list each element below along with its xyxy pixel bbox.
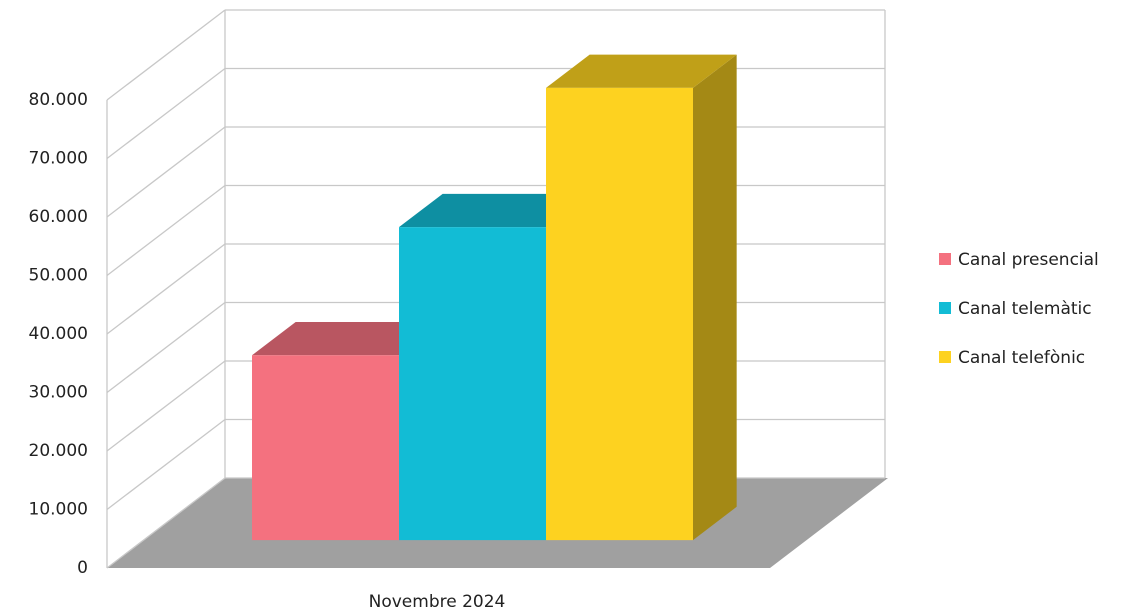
grid-line — [106, 67, 226, 160]
bar-top — [252, 321, 443, 356]
grid-line — [106, 418, 226, 511]
y-tick-label: 70.000 — [29, 149, 88, 169]
grid-line — [106, 301, 226, 394]
bar — [399, 227, 546, 541]
bar — [252, 355, 399, 541]
grid-line — [106, 477, 226, 569]
grid-line — [106, 243, 226, 335]
bar-side — [693, 54, 737, 541]
legend-swatch — [939, 302, 951, 314]
legend-label: Canal telemàtic — [958, 299, 1092, 319]
y-tick-label: 50.000 — [29, 266, 88, 286]
grid-line — [106, 9, 226, 101]
grid-line — [106, 184, 226, 277]
legend-label: Canal telefònic — [958, 348, 1085, 368]
y-tick-label: 10.000 — [29, 500, 88, 520]
legend-swatch — [939, 253, 951, 265]
legend-swatch — [939, 351, 951, 363]
x-tick-label: Novembre 2024 — [369, 592, 506, 612]
y-tick-label: 60.000 — [29, 207, 88, 227]
legend-label: Canal presencial — [958, 250, 1099, 270]
y-tick-label: 0 — [77, 558, 88, 578]
bar-top — [546, 54, 737, 88]
grid-line — [106, 126, 226, 218]
y-tick-label: 80.000 — [29, 90, 88, 110]
y-tick-label: 20.000 — [29, 441, 88, 461]
grid-line — [106, 360, 226, 452]
y-tick-label: 40.000 — [29, 324, 88, 344]
bar — [546, 87, 693, 541]
y-tick-label: 30.000 — [29, 383, 88, 403]
bar-top — [399, 193, 590, 228]
